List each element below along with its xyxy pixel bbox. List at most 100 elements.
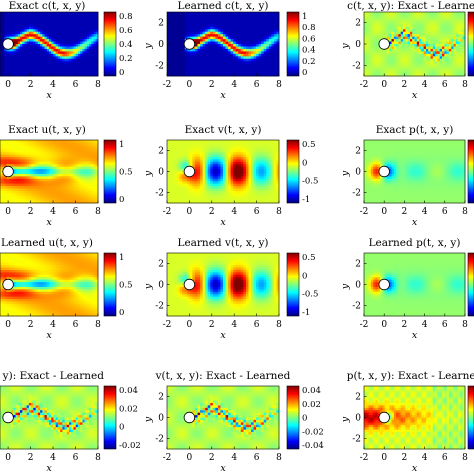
colorbar-tick-label: 0.2 [302,57,316,67]
colorbar-tick-label: 0.02 [302,400,321,410]
colorbar-tick-label: -0.04 [302,441,324,451]
x-tick-label: 6 [442,207,448,217]
colorbar-tick-label: 0 [302,414,307,424]
y-axis-label: y [340,170,351,177]
x-tick-label: 2 [28,80,34,90]
x-tick-label: 2 [28,320,34,330]
x-tick-label: 4 [422,320,428,330]
y-tick-label: 0 [158,281,164,291]
x-tick-label: 4 [50,207,56,217]
cylinder-marker [2,165,14,178]
x-tick-label: 4 [231,207,237,217]
cylinder-marker [2,411,14,424]
colorbar [467,385,474,450]
x-tick-label: -2 [360,453,369,463]
y-tick-label: 2 [158,260,164,270]
x-tick-label: 6 [254,207,260,217]
y-tick-label: 2 [158,393,164,403]
x-tick-label: 6 [254,80,260,90]
x-tick-label: 8 [95,207,101,217]
y-tick-label: 2 [355,147,361,157]
x-tick-label: 2 [402,453,408,463]
y-tick-label: 0 [158,40,164,50]
colorbar-tick-label: 0.5 [302,140,316,150]
x-tick-label: 4 [50,453,56,463]
x-tick-label: 6 [254,320,260,330]
y-tick-label: -2 [352,435,361,445]
x-tick-label: 0 [381,453,387,463]
y-tick-label: -2 [155,302,164,312]
colorbar-tick-label: 0.4 [119,40,133,50]
cylinder-marker [183,165,196,178]
x-tick-label: 8 [276,320,282,330]
x-axis-label: x [220,90,226,101]
colorbar-tick-label: 0 [119,68,124,78]
x-tick-label: 6 [442,320,448,330]
colorbar-tick-label: 0 [302,158,307,168]
y-axis-label: y [143,170,154,177]
x-tick-label: 4 [231,453,237,463]
y-axis-label: y [143,43,154,50]
x-tick-label: 2 [209,320,215,330]
cylinder-marker [183,411,196,424]
x-axis-label: x [412,463,418,474]
panel-c_exact: Exact c(t, x, y) 0 2 4 6 8 x 0.8 0.6 0.4 0.2 0 [0,0,133,101]
x-tick-label: 8 [462,453,468,463]
x-tick-label: -2 [163,80,172,90]
x-tick-label: -2 [163,207,172,217]
colorbar-tick-label: 0.5 [119,168,133,178]
x-tick-label: -2 [163,453,172,463]
y-axis-label: y [340,43,351,50]
x-axis-label: x [46,463,52,474]
x-tick-label: 0 [381,80,387,90]
colorbar-tick-label: 0.04 [119,386,138,396]
colorbar-tick-label: -0.02 [302,427,324,437]
y-tick-label: 0 [355,414,361,424]
colorbar [286,252,300,317]
colorbar-tick-label: 0.04 [302,386,321,396]
x-tick-label: -2 [360,80,369,90]
x-tick-label: 8 [95,453,101,463]
y-tick-label: 0 [355,40,361,50]
panel-title: x, y): Exact - Learned [0,370,104,382]
x-tick-label: 0 [5,453,11,463]
x-tick-label: 8 [462,80,468,90]
panel-v_learned: Learned v(t, x, y)-2 0 2 4 6 8x20-2y0.50-0.5-… [143,237,318,341]
x-axis-label: x [46,90,52,101]
colorbar [286,139,300,204]
y-tick-label: 0 [355,168,361,178]
colorbar-tick-label: 0.02 [119,404,138,414]
panel-title: Learned u(t, x, y) [1,237,93,249]
cylinder-marker [2,38,14,50]
colorbar-tick-label: -0.5 [302,290,318,300]
y-tick-label: 0 [158,414,164,424]
x-tick-label: 6 [73,320,79,330]
x-tick-label: 8 [95,80,101,90]
x-axis-label: x [220,330,226,341]
x-tick-label: 8 [276,207,282,217]
colorbar-tick-label: 0.8 [302,23,316,33]
y-tick-label: 2 [158,19,164,29]
panel-title: Exact v(t, x, y) [185,124,262,136]
x-axis-label: x [46,217,52,228]
colorbar-tick-label: 0 [119,308,124,318]
x-tick-label: 0 [5,207,11,217]
colorbar-tick-label: 0.5 [302,253,316,263]
colorbar-tick-label: 0.6 [302,34,316,44]
x-tick-label: 8 [276,80,282,90]
x-tick-label: 2 [402,320,408,330]
colorbar [103,11,117,77]
panel-title: Exact u(t, x, y) [8,124,86,136]
x-tick-label: 6 [73,453,79,463]
colorbar [103,252,117,317]
x-tick-label: 6 [73,207,79,217]
colorbar-tick-label: 0 [119,195,124,205]
x-tick-label: 2 [209,207,215,217]
x-tick-label: 2 [209,453,215,463]
y-tick-label: 2 [355,19,361,29]
x-tick-label: 0 [187,207,193,217]
